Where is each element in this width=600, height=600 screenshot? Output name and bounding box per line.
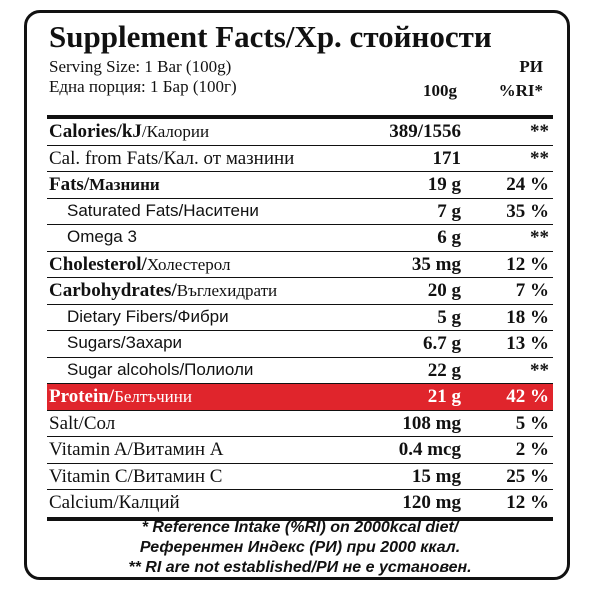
ri-percent: 42 % — [506, 386, 549, 407]
footnote: * Reference Intake (%RI) on 2000kcal die… — [141, 519, 459, 536]
nutrient-name: Dietary Fibers/Фибри — [67, 307, 229, 327]
nutrient-row: Vitamin C/Витамин С 15 mg 25 % — [47, 464, 553, 490]
name-part: Calories/kJ — [49, 121, 142, 142]
amount: 22 g — [427, 359, 461, 381]
nutrient-row: Salt/Сол 108 mg 5 % — [47, 411, 553, 437]
nutrient-row: Cal. from Fats/Кал. от мазнини 171 ** — [47, 146, 553, 172]
ri-percent: 12 % — [506, 492, 549, 513]
amount: 35 mg — [411, 253, 461, 275]
ri-percent: ** — [530, 359, 549, 381]
name-part: Мазнини — [89, 175, 160, 194]
nutrient-table: Calories/kJ/Калории 389/1556 ** Cal. from F… — [47, 115, 553, 521]
name-part: /Калории — [141, 122, 210, 141]
name-part: Vitamin C/Витамин С — [49, 465, 223, 487]
nutrient-name: Saturated Fats/Наситени — [67, 201, 259, 221]
title: Supplement Facts/Хр. стойности — [49, 19, 492, 54]
nutrient-name: Sugars/Захари — [67, 333, 182, 353]
ri-percent: 18 % — [506, 306, 549, 328]
nutrient-row: Calories/kJ/Калории 389/1556 ** — [47, 119, 553, 146]
name-part: Salt/Сол — [49, 412, 116, 434]
nutrient-row: Carbohydrates/Въглехидрати 20 g 7 % — [47, 278, 553, 305]
amount: 21 g — [427, 386, 461, 407]
name-part: Saturated Fats/Наситени — [67, 200, 259, 220]
nutrient-name: Fats/Мазнини — [49, 174, 160, 196]
ri-percent: ** — [530, 121, 549, 142]
nutrient-name: Cal. from Fats/Кал. от мазнини — [49, 148, 294, 170]
footnote: ** RI are not established/РИ не е устано… — [128, 559, 472, 576]
name-part: Sugars/Захари — [67, 333, 183, 352]
amount: 6 g — [437, 227, 461, 248]
name-part: Cal. from Fats/Кал. от мазнини — [49, 147, 295, 169]
nutrient-row: Calcium/Калций 120 mg 12 % — [47, 490, 553, 517]
supplement-label: Supplement Facts/Хр. стойности Serving S… — [24, 10, 570, 580]
serving-size: Serving Size: 1 Bar (100g) — [49, 57, 232, 76]
nutrient-row: Fats/Мазнини 19 g 24 % — [47, 172, 553, 199]
amount: 6.7 g — [423, 333, 461, 354]
footnote: Референтен Индекс (РИ) при 2000 ккал. — [139, 539, 461, 556]
ri-percent: 24 % — [506, 174, 549, 195]
nutrient-name: Omega 3 — [67, 227, 137, 247]
ri-percent: 25 % — [506, 465, 549, 487]
nutrient-row: Sugar alcohols/Полиоли 22 g ** — [47, 358, 553, 384]
name-part: Белтъчини — [114, 387, 192, 406]
ri-percent: 7 % — [515, 280, 549, 301]
ri-percent: ** — [530, 227, 549, 248]
nutrient-name: Cholesterol/Холестерол — [49, 254, 231, 276]
nutrient-row: Cholesterol/Холестерол 35 mg 12 % — [47, 252, 553, 278]
amount: 0.4 mcg — [398, 439, 461, 460]
ri-header: %RI* — [498, 81, 543, 100]
ri-percent: 13 % — [506, 333, 549, 354]
nutrient-row: Vitamin A/Витамин А 0.4 mcg 2 % — [47, 437, 553, 464]
name-part: Въглехидрати — [176, 281, 278, 300]
amount-header: 100g — [423, 81, 457, 100]
name-part: Fats/ — [49, 174, 90, 195]
amount: 171 — [432, 147, 462, 169]
ri-percent: ** — [530, 147, 549, 169]
name-part: Carbohydrates/ — [49, 280, 177, 301]
name-part: Calcium/Калций — [49, 492, 180, 513]
name-part: Protein/ — [49, 386, 115, 407]
nutrient-row: Dietary Fibers/Фибри 5 g 18 % — [47, 305, 553, 331]
amount: 20 g — [427, 280, 461, 301]
nutrient-name: Carbohydrates/Въглехидрати — [49, 280, 277, 302]
nutrient-name: Sugar alcohols/Полиоли — [67, 360, 253, 380]
nutrient-name: Calories/kJ/Калории — [49, 121, 209, 143]
nutrient-name: Calcium/Калций — [49, 492, 180, 514]
nutrient-name: Protein/Белтъчини — [49, 386, 192, 408]
name-part: Omega 3 — [67, 227, 137, 246]
nutrient-row: Protein/Белтъчини 21 g 42 % — [47, 384, 553, 411]
nutrient-row: Omega 3 6 g ** — [47, 225, 553, 252]
amount: 15 mg — [411, 465, 461, 487]
amount: 5 g — [437, 306, 461, 328]
name-part: Холестерол — [146, 254, 231, 274]
ri-percent: 35 % — [506, 200, 549, 222]
name-part: Sugar alcohols/Полиоли — [67, 359, 254, 379]
amount: 389/1556 — [389, 121, 461, 142]
ri-local-header: РИ — [519, 57, 543, 76]
name-part: Vitamin A/Витамин А — [49, 439, 224, 460]
serving-size-local: Една порция: 1 Бар (100г) — [49, 77, 237, 96]
amount: 7 g — [437, 200, 461, 222]
ri-percent: 2 % — [515, 439, 549, 460]
nutrient-name: Vitamin A/Витамин А — [49, 439, 223, 461]
amount: 108 mg — [402, 412, 461, 434]
name-part: Dietary Fibers/Фибри — [67, 306, 229, 326]
nutrient-row: Saturated Fats/Наситени 7 g 35 % — [47, 199, 553, 225]
nutrient-name: Vitamin C/Витамин С — [49, 466, 222, 488]
nutrient-name: Salt/Сол — [49, 413, 115, 435]
amount: 19 g — [427, 174, 461, 195]
nutrient-row: Sugars/Захари 6.7 g 13 % — [47, 331, 553, 358]
ri-percent: 5 % — [515, 412, 549, 434]
name-part: Cholesterol/ — [49, 253, 147, 275]
ri-percent: 12 % — [506, 253, 549, 275]
amount: 120 mg — [402, 492, 461, 513]
